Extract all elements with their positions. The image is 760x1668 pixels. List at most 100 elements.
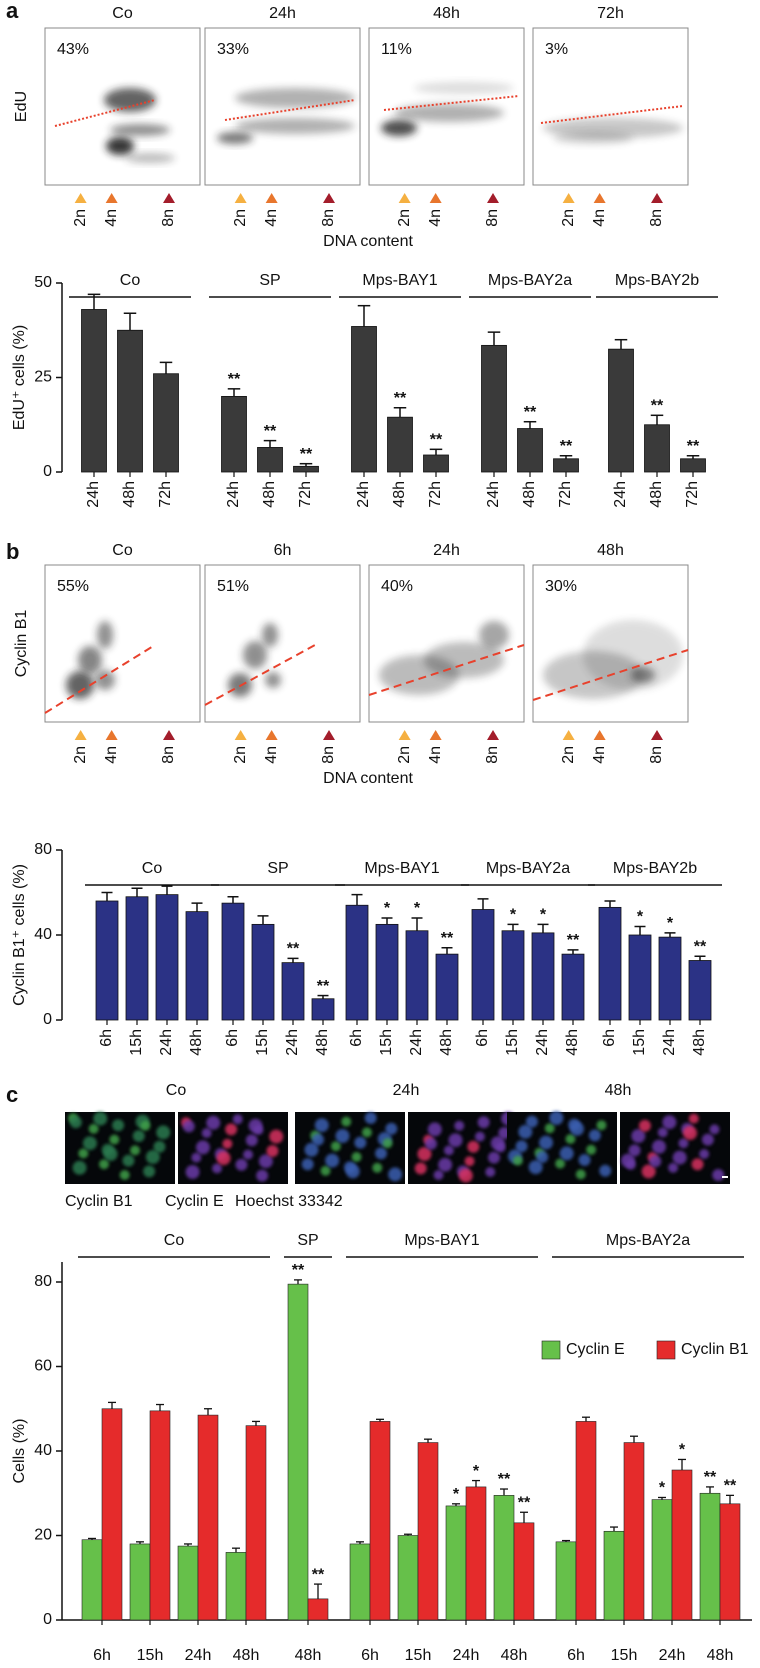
cell	[330, 1141, 341, 1152]
significance: **	[498, 1471, 511, 1488]
cell	[253, 1125, 264, 1135]
cell	[195, 1140, 210, 1155]
cell	[683, 1126, 698, 1140]
stain-label: Hoechst 33342	[235, 1193, 343, 1210]
cell	[414, 1162, 427, 1175]
cell	[325, 1153, 340, 1168]
x-tick-label: 48h	[564, 1029, 581, 1056]
x-tick-label: 6h	[361, 1647, 379, 1664]
gate-line	[204, 644, 316, 706]
x-tick-label: 72h	[684, 481, 701, 508]
cell	[425, 1137, 438, 1150]
x-tick-label: 4n	[263, 746, 280, 764]
bar	[517, 428, 543, 473]
ploidy-marker	[105, 730, 118, 740]
cell	[232, 1114, 243, 1125]
x-tick-label: 24h	[659, 1647, 686, 1664]
cell	[301, 1158, 314, 1171]
cell	[99, 1159, 110, 1170]
ploidy-marker	[429, 730, 442, 740]
cell	[578, 1154, 591, 1166]
x-tick-label: 8n	[320, 209, 337, 227]
cell	[109, 1134, 120, 1145]
significance: *	[453, 1486, 460, 1503]
y-axis-label: Cells (%)	[11, 1419, 28, 1484]
bar	[129, 1543, 151, 1621]
bar	[658, 936, 682, 1021]
significance: **	[441, 930, 454, 947]
cell	[206, 1115, 221, 1130]
significance: **	[264, 423, 277, 440]
cell	[467, 1140, 480, 1153]
x-tick-label: 2n	[72, 746, 89, 764]
cell	[701, 1133, 714, 1146]
cell	[515, 1140, 528, 1153]
y-tick-label: 50	[34, 274, 52, 291]
bar	[628, 934, 652, 1021]
group-label: SP	[297, 1232, 318, 1249]
bar	[101, 1408, 123, 1621]
x-tick-label: 4n	[591, 209, 608, 227]
x-tick-label: 8n	[484, 746, 501, 764]
y-tick-label: 0	[43, 1011, 52, 1028]
x-tick-label: 24h	[185, 1647, 212, 1664]
bar	[699, 1492, 721, 1621]
cell	[536, 1151, 549, 1163]
plot-title: 6h	[274, 542, 292, 559]
annotation: 33%	[217, 41, 249, 58]
bar	[287, 1283, 309, 1621]
plot-title: Co	[112, 5, 133, 22]
density	[381, 120, 417, 136]
cell	[266, 1145, 279, 1157]
y-tick-label: 0	[43, 463, 52, 480]
cell	[625, 1159, 636, 1170]
cell	[474, 1131, 485, 1142]
legend-swatch	[656, 1340, 676, 1360]
density	[553, 132, 633, 144]
significance: *	[637, 909, 644, 926]
density	[265, 672, 281, 688]
significance: **	[287, 941, 300, 958]
bar	[81, 309, 107, 473]
x-tick-label: 6h	[224, 1029, 241, 1047]
ploidy-marker	[398, 193, 411, 203]
density	[394, 104, 504, 122]
x-tick-label: 48h	[438, 1029, 455, 1056]
cell	[388, 1167, 403, 1182]
cell	[427, 1122, 442, 1137]
cell	[495, 1142, 506, 1153]
ploidy-marker	[651, 730, 663, 740]
x-tick-label: 4n	[591, 746, 608, 764]
cell	[565, 1134, 576, 1144]
x-tick-label: 15h	[405, 1647, 432, 1664]
stain-label: Cyclin E	[165, 1193, 224, 1210]
cell	[628, 1144, 641, 1157]
x-tick-label: 48h	[121, 481, 138, 508]
cell	[364, 1112, 377, 1124]
ploidy-marker	[593, 730, 606, 740]
x-tick-label: 48h	[691, 1029, 708, 1056]
bar	[345, 904, 369, 1021]
significance: **	[560, 438, 573, 455]
cell	[143, 1165, 156, 1178]
cell	[245, 1134, 258, 1147]
bar	[481, 344, 507, 473]
cell	[382, 1138, 393, 1149]
bar	[149, 1410, 171, 1621]
cell	[243, 1149, 254, 1160]
significance: **	[567, 932, 580, 949]
cell	[549, 1111, 564, 1125]
x-tick-label: 15h	[128, 1029, 145, 1056]
bar	[465, 1486, 487, 1621]
cell	[657, 1127, 668, 1138]
cell	[191, 1152, 202, 1163]
density	[110, 124, 170, 136]
x-tick-label: 4n	[427, 746, 444, 764]
cell	[341, 1116, 352, 1127]
bar	[435, 953, 459, 1021]
x-tick-label: 72h	[427, 481, 444, 508]
cell	[269, 1129, 284, 1144]
significance: **	[724, 1478, 737, 1495]
gate-line	[383, 95, 520, 111]
